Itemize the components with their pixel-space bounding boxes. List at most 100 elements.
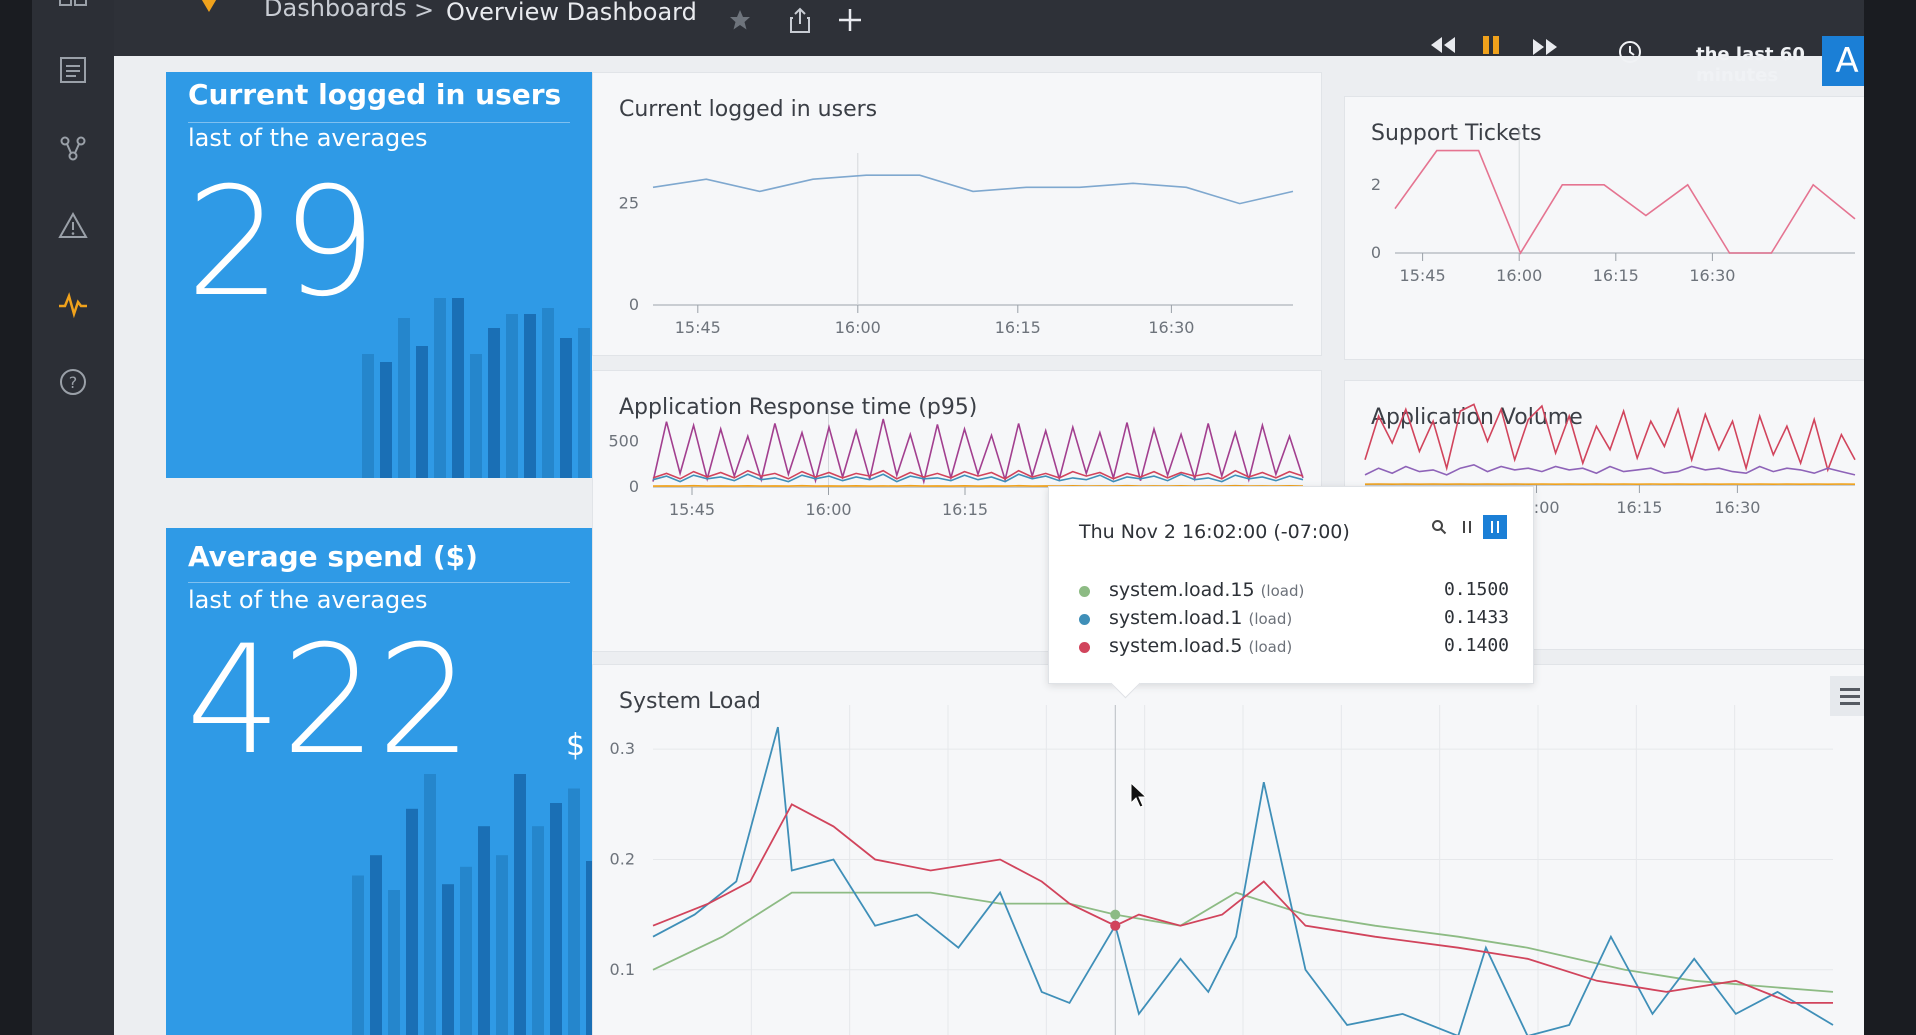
metrics-icon[interactable] bbox=[53, 284, 93, 324]
y-tick-label: 0.2 bbox=[610, 849, 635, 868]
mouse-cursor-icon bbox=[1130, 781, 1148, 812]
list-icon[interactable] bbox=[53, 50, 93, 90]
series-color-dot bbox=[1079, 642, 1090, 653]
series-unit: (load) bbox=[1248, 638, 1293, 656]
y-tick-label: 0 bbox=[1371, 243, 1381, 262]
kpi-value: 29 bbox=[186, 156, 377, 330]
breadcrumb-dashboards[interactable]: Dashboards bbox=[264, 0, 407, 22]
kpi-title: Current logged in users bbox=[188, 78, 562, 111]
chart-logged-users[interactable]: 15:45 16:00 16:15 16:30 0 25 bbox=[593, 73, 1321, 355]
kpi-bar bbox=[362, 354, 374, 478]
x-tick-label: 16:15 bbox=[995, 318, 1041, 337]
y-tick-label: 0.3 bbox=[610, 739, 635, 758]
help-icon[interactable]: ? bbox=[53, 362, 93, 402]
tooltip-row: system.load.15 (load) 0.1500 bbox=[1079, 579, 1509, 605]
kpi-bar bbox=[506, 314, 518, 478]
x-tick-label: 16:15 bbox=[1616, 498, 1662, 517]
kpi-bar bbox=[578, 328, 590, 478]
kpi-bar bbox=[424, 774, 436, 1035]
series-unit: (load) bbox=[1248, 610, 1293, 628]
svg-text:?: ? bbox=[69, 373, 78, 392]
series-line bbox=[652, 174, 1294, 205]
sort-active-icon[interactable] bbox=[1483, 515, 1507, 539]
sidebar: ? bbox=[32, 0, 114, 1035]
avatar[interactable]: A bbox=[1822, 36, 1864, 86]
series-line bbox=[652, 726, 1834, 1035]
kpi-bar bbox=[550, 803, 562, 1035]
kpi-bar bbox=[586, 861, 592, 1035]
series-line bbox=[652, 469, 1304, 480]
share-icon[interactable] bbox=[784, 4, 816, 36]
kpi-bar bbox=[452, 298, 464, 478]
chart-app-volume[interactable]: 16:00 16:15 16:30 bbox=[1345, 381, 1864, 649]
dashboards-icon[interactable] bbox=[53, 0, 93, 26]
kpi-current-users[interactable]: Current logged in users last of the aver… bbox=[166, 72, 592, 478]
x-tick-label: 16:00 bbox=[835, 318, 881, 337]
panel-support-tickets: Support Tickets 15:45 16:00 16:15 16:30 0 2 bbox=[1344, 96, 1864, 360]
chart-system-load[interactable]: 0.1 0.2 0.3 bbox=[593, 665, 1864, 1035]
clock-icon bbox=[1616, 38, 1644, 66]
x-tick-label: 16:00 bbox=[805, 500, 851, 519]
series-line bbox=[652, 473, 1304, 483]
kpi-bar bbox=[434, 298, 446, 478]
kpi-bar bbox=[542, 308, 554, 478]
x-tick-label: 16:30 bbox=[1689, 266, 1735, 285]
sort-icon[interactable] bbox=[1455, 515, 1479, 539]
series-line bbox=[652, 891, 1834, 993]
kpi-bar bbox=[398, 318, 410, 478]
panel-logged-users: Current logged in users 15:45 16:00 16:15 1… bbox=[592, 72, 1322, 356]
hover-point bbox=[1110, 909, 1121, 920]
kpi-bar bbox=[514, 774, 526, 1035]
y-tick-label: 0.1 bbox=[610, 960, 635, 979]
tooltip-row: system.load.1 (load) 0.1433 bbox=[1079, 607, 1509, 633]
x-tick-label: 15:45 bbox=[675, 318, 721, 337]
panel-menu-button[interactable] bbox=[1830, 676, 1864, 716]
kpi-divider bbox=[188, 582, 570, 583]
kpi-bar bbox=[460, 866, 472, 1035]
series-name: system.load.15 bbox=[1109, 579, 1255, 601]
fast-forward-icon[interactable] bbox=[1528, 32, 1562, 62]
panel-title: Application Response time (p95) bbox=[619, 395, 978, 420]
kpi-bar bbox=[496, 855, 508, 1035]
x-tick-label: 16:30 bbox=[1714, 498, 1760, 517]
kpi-bar bbox=[532, 826, 544, 1035]
time-range-selector[interactable]: the last 60 minutes bbox=[1696, 44, 1805, 86]
x-tick-label: 15:45 bbox=[669, 500, 715, 519]
series-line bbox=[1364, 403, 1856, 473]
search-icon[interactable] bbox=[1427, 515, 1451, 539]
kpi-bar bbox=[488, 328, 500, 478]
series-line bbox=[1394, 149, 1856, 255]
alert-icon[interactable] bbox=[53, 206, 93, 246]
panel-title: Support Tickets bbox=[1371, 121, 1542, 146]
x-tick-label: 16:15 bbox=[1593, 266, 1639, 285]
top-bar: Dashboards > Overview Dashboard the last… bbox=[114, 0, 1864, 86]
y-tick-label: 0 bbox=[629, 295, 639, 314]
kpi-sparkbars bbox=[352, 774, 592, 1035]
series-value: 0.1400 bbox=[1443, 635, 1509, 656]
add-icon[interactable] bbox=[834, 4, 866, 36]
series-color-dot bbox=[1079, 586, 1090, 597]
pause-icon[interactable] bbox=[1476, 30, 1506, 60]
topology-icon[interactable] bbox=[53, 128, 93, 168]
y-tick-label: 2 bbox=[1371, 175, 1381, 194]
rewind-icon[interactable] bbox=[1426, 30, 1460, 60]
chart-support-tickets[interactable]: 15:45 16:00 16:15 16:30 0 2 bbox=[1345, 97, 1864, 359]
kpi-sparkbars bbox=[362, 298, 590, 478]
x-tick-label: 16:30 bbox=[1148, 318, 1194, 337]
panel-system-load: System Load 0.1 0.2 0.3 bbox=[592, 664, 1864, 1035]
hover-point bbox=[1110, 920, 1121, 931]
kpi-average-spend[interactable]: Average spend ($) last of the averages 4… bbox=[166, 528, 592, 1035]
breadcrumb-current: Overview Dashboard bbox=[446, 0, 697, 26]
kpi-bar bbox=[370, 855, 382, 1035]
kpi-bar bbox=[560, 338, 572, 478]
star-icon[interactable] bbox=[726, 6, 754, 34]
tooltip-row: system.load.5 (load) 0.1400 bbox=[1079, 635, 1509, 661]
kpi-unit: $ bbox=[566, 728, 586, 763]
kpi-bar bbox=[388, 890, 400, 1035]
y-tick-label: 500 bbox=[608, 432, 639, 451]
tooltip-date: Thu Nov 2 16:02:00 (-07:00) bbox=[1079, 521, 1350, 543]
chart-tooltip: Thu Nov 2 16:02:00 (-07:00) system.load.… bbox=[1048, 486, 1534, 699]
kpi-bar bbox=[416, 346, 428, 478]
panel-title: Current logged in users bbox=[619, 97, 878, 122]
x-tick-label: 16:00 bbox=[1496, 266, 1542, 285]
